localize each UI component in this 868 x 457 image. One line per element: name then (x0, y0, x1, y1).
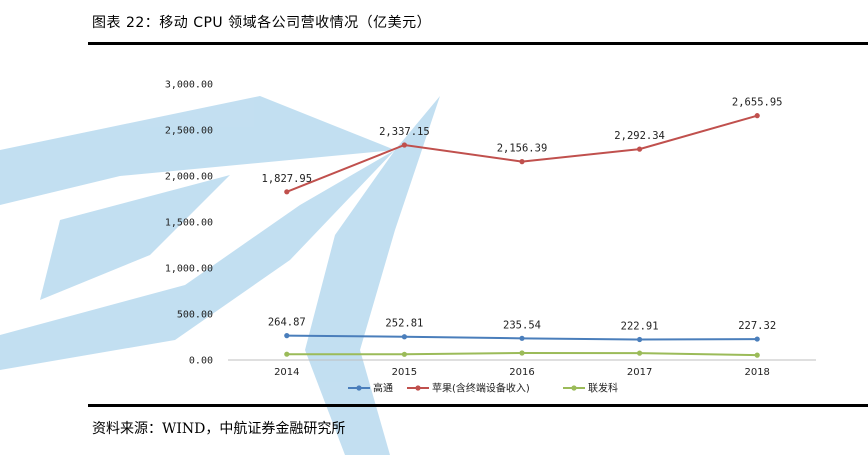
data-point (401, 334, 407, 340)
data-point (284, 351, 290, 357)
x-tick-label: 2017 (627, 367, 652, 378)
data-label: 2,337.15 (379, 126, 430, 138)
data-point (519, 350, 525, 356)
x-tick-label: 2015 (392, 367, 417, 378)
data-label: 227.32 (738, 320, 776, 332)
data-point (754, 113, 760, 119)
data-point (519, 159, 525, 165)
data-label: 2,156.39 (497, 143, 548, 155)
legend-marker (415, 385, 421, 391)
data-point (754, 352, 760, 358)
x-tick-label: 2018 (744, 367, 769, 378)
bottom-rule (88, 404, 868, 407)
y-tick-label: 0.00 (189, 356, 213, 367)
y-tick-label: 2,500.00 (165, 126, 213, 137)
data-point (401, 142, 407, 148)
data-label: 235.54 (503, 319, 541, 331)
data-label: 1,827.95 (262, 173, 313, 185)
legend-label: 苹果(含终端设备收入) (432, 382, 530, 395)
source-note: 资料来源：WIND，中航证券金融研究所 (92, 421, 346, 437)
data-point (519, 335, 525, 341)
x-tick-label: 2014 (274, 367, 299, 378)
data-point (754, 336, 760, 342)
y-tick-label: 1,500.00 (165, 218, 213, 229)
data-point (284, 333, 290, 339)
data-point (637, 146, 643, 152)
y-tick-label: 1,000.00 (165, 264, 213, 275)
y-tick-label: 3,000.00 (165, 80, 213, 91)
data-point (401, 351, 407, 357)
data-point (637, 350, 643, 356)
data-label: 2,655.95 (732, 97, 783, 109)
data-point (284, 189, 290, 195)
watermark-logo (0, 96, 440, 455)
legend-label: 联发科 (588, 382, 618, 395)
legend-marker (571, 385, 577, 391)
data-label: 264.87 (268, 317, 306, 329)
data-label: 252.81 (385, 318, 423, 330)
figure-title: 图表 22：移动 CPU 领域各公司营收情况（亿美元） (92, 15, 432, 31)
data-label: 2,292.34 (614, 130, 665, 142)
x-tick-label: 2016 (509, 367, 534, 378)
legend-label: 高通 (373, 382, 393, 395)
y-tick-label: 2,000.00 (165, 172, 213, 183)
data-point (637, 336, 643, 343)
legend-marker (356, 385, 362, 391)
y-tick-label: 500.00 (177, 310, 213, 321)
top-rule (88, 42, 868, 45)
data-label: 222.91 (621, 320, 659, 332)
